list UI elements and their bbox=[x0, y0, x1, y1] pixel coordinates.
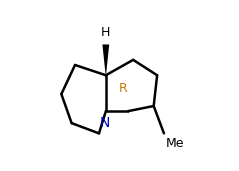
Text: Me: Me bbox=[166, 137, 184, 150]
Text: R: R bbox=[119, 82, 127, 95]
Polygon shape bbox=[102, 44, 109, 75]
Text: N: N bbox=[100, 116, 110, 130]
Text: H: H bbox=[101, 26, 110, 39]
